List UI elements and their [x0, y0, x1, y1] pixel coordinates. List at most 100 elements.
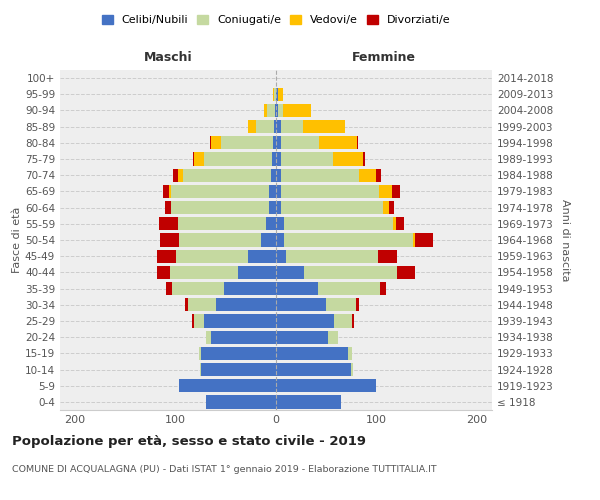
Bar [238, 266, 276, 279]
Bar [178, 217, 266, 230]
Bar [379, 250, 397, 263]
Bar [166, 201, 170, 214]
Bar [276, 396, 341, 408]
Bar [276, 136, 281, 149]
Bar [278, 104, 283, 117]
Bar [359, 168, 376, 182]
Bar [281, 120, 303, 134]
Bar [284, 234, 413, 246]
Bar [276, 88, 278, 101]
Bar [273, 88, 274, 101]
Bar [157, 250, 176, 263]
Bar [193, 152, 194, 166]
Bar [248, 120, 256, 134]
Bar [276, 363, 352, 376]
Bar [170, 185, 269, 198]
Bar [179, 234, 261, 246]
Legend: Celibi/Nubili, Coniugati/e, Vedovi/e, Divorziati/e: Celibi/Nubili, Coniugati/e, Vedovi/e, Di… [97, 10, 455, 30]
Bar [221, 136, 273, 149]
Bar [157, 266, 170, 279]
Bar [352, 363, 353, 376]
Bar [272, 152, 276, 166]
Bar [278, 88, 283, 101]
Bar [200, 363, 276, 376]
Text: COMUNE DI ACQUALAGNA (PU) - Dati ISTAT 1° gennaio 2019 - Elaborazione TUTTITALIA: COMUNE DI ACQUALAGNA (PU) - Dati ISTAT 1… [12, 465, 437, 474]
Bar [281, 185, 379, 198]
Bar [276, 379, 376, 392]
Bar [170, 266, 238, 279]
Bar [188, 298, 216, 312]
Bar [274, 120, 276, 134]
Bar [267, 104, 275, 117]
Bar [194, 152, 203, 166]
Bar [379, 185, 392, 198]
Bar [392, 185, 400, 198]
Bar [176, 250, 248, 263]
Bar [172, 282, 224, 295]
Bar [334, 314, 352, 328]
Bar [273, 136, 276, 149]
Bar [275, 104, 276, 117]
Bar [200, 346, 276, 360]
Bar [256, 120, 274, 134]
Bar [303, 120, 346, 134]
Bar [281, 168, 359, 182]
Bar [276, 266, 304, 279]
Bar [284, 217, 392, 230]
Bar [276, 104, 278, 117]
Bar [276, 185, 281, 198]
Bar [185, 298, 188, 312]
Bar [319, 136, 358, 149]
Bar [276, 201, 281, 214]
Bar [206, 396, 276, 408]
Bar [178, 168, 182, 182]
Bar [397, 266, 415, 279]
Bar [276, 330, 328, 344]
Bar [264, 104, 267, 117]
Bar [326, 298, 356, 312]
Text: Femmine: Femmine [352, 52, 416, 64]
Bar [304, 266, 397, 279]
Text: Popolazione per età, sesso e stato civile - 2019: Popolazione per età, sesso e stato civil… [12, 435, 366, 448]
Bar [281, 136, 319, 149]
Bar [283, 104, 311, 117]
Bar [160, 217, 178, 230]
Bar [266, 217, 276, 230]
Bar [352, 314, 355, 328]
Bar [271, 168, 276, 182]
Bar [349, 346, 352, 360]
Bar [415, 234, 433, 246]
Bar [173, 168, 178, 182]
Bar [383, 201, 389, 214]
Bar [281, 152, 333, 166]
Bar [276, 314, 334, 328]
Bar [274, 88, 276, 101]
Bar [166, 282, 172, 295]
Bar [328, 330, 338, 344]
Text: Maschi: Maschi [143, 52, 193, 64]
Bar [356, 298, 359, 312]
Bar [395, 217, 404, 230]
Bar [376, 168, 382, 182]
Bar [276, 346, 349, 360]
Y-axis label: Fasce di età: Fasce di età [12, 207, 22, 273]
Bar [269, 185, 276, 198]
Bar [163, 185, 169, 198]
Bar [333, 152, 364, 166]
Bar [211, 136, 221, 149]
Bar [199, 346, 200, 360]
Bar [364, 152, 365, 166]
Bar [276, 250, 286, 263]
Bar [191, 314, 194, 328]
Bar [380, 282, 386, 295]
Bar [194, 314, 203, 328]
Bar [203, 314, 276, 328]
Bar [216, 298, 276, 312]
Bar [318, 282, 380, 295]
Bar [286, 250, 379, 263]
Bar [276, 168, 281, 182]
Y-axis label: Anni di nascita: Anni di nascita [560, 198, 570, 281]
Bar [206, 330, 211, 344]
Bar [276, 217, 284, 230]
Bar [413, 234, 415, 246]
